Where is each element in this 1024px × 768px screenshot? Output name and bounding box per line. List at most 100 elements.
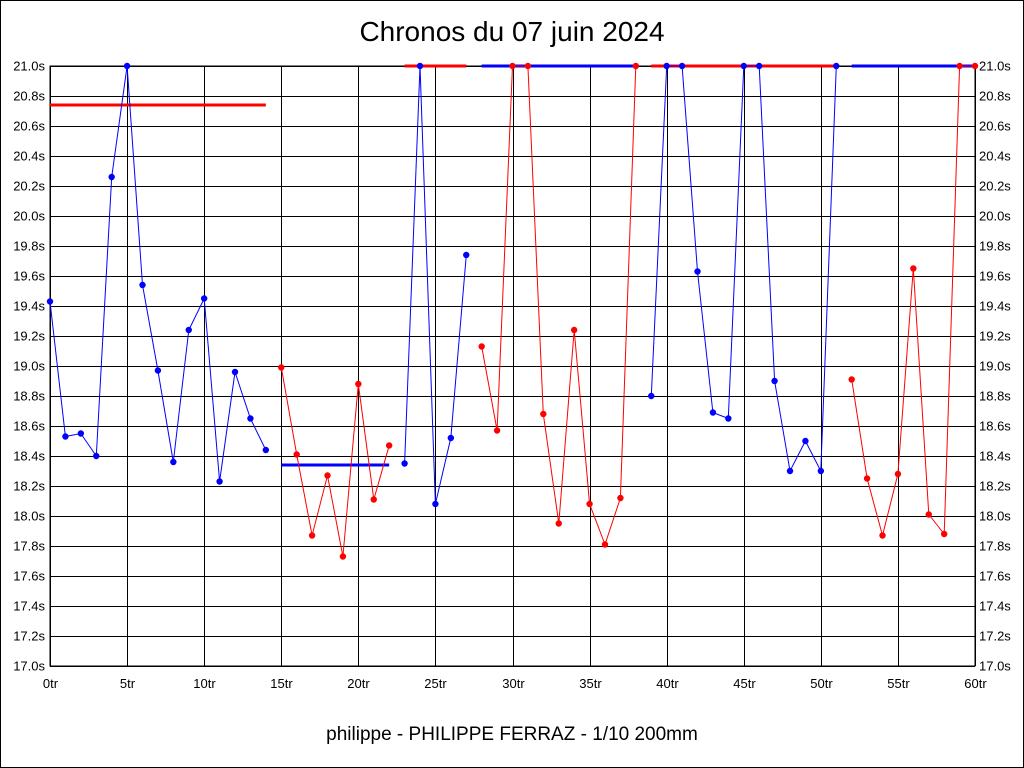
y-tick-label-left: 18.0s (13, 509, 45, 524)
x-tick-label: 45tr (733, 676, 756, 691)
data-point (709, 409, 717, 416)
data-point (740, 62, 747, 70)
y-tick-label-right: 20.4s (979, 149, 1011, 164)
y-tick-label-right: 17.8s (979, 539, 1011, 554)
y-tick-label-right: 17.6s (979, 569, 1011, 584)
series-line-stint-4 (481, 65, 637, 546)
series (46, 62, 979, 560)
series-line-stint-2 (280, 367, 390, 557)
data-point (694, 268, 701, 275)
data-point (478, 343, 485, 350)
chart-subtitle: philippe - PHILIPPE FERRAZ - 1/10 200mm (326, 724, 698, 745)
axes: 17.0s 17.0s 17.2s 17.2s 17.4s 17.4s 17.6s 17.6s… (13, 59, 1011, 692)
y-tick-label-left: 20.2s (13, 179, 45, 194)
y-tick-label-right: 18.0s (979, 509, 1011, 524)
data-point (62, 433, 69, 440)
data-point (401, 460, 408, 467)
data-point (786, 467, 794, 475)
grid (50, 66, 976, 667)
y-tick-label-right: 17.4s (979, 599, 1011, 614)
x-tick-label: 10tr (193, 676, 216, 691)
y-tick-label-left: 18.4s (13, 449, 45, 464)
y-tick-label-right: 19.6s (979, 269, 1011, 284)
y-tick-label-right: 18.6s (979, 419, 1011, 434)
data-point (524, 62, 532, 70)
data-point (601, 541, 609, 548)
data-point (355, 380, 362, 388)
y-tick-label-right: 19.8s (979, 239, 1011, 254)
data-point (848, 376, 855, 383)
y-tick-label-left: 17.0s (13, 659, 45, 674)
x-tick-label: 35tr (579, 676, 602, 691)
data-point (123, 62, 131, 70)
data-point (555, 520, 562, 527)
data-point (755, 62, 763, 70)
data-point (308, 532, 316, 539)
reference-lines (50, 64, 975, 467)
data-point (540, 410, 547, 418)
data-point (771, 377, 778, 385)
data-point (493, 427, 501, 434)
x-tick-label: 20tr (347, 676, 370, 691)
y-tick-label-left: 20.0s (13, 209, 45, 224)
y-tick-label-left: 21.0s (13, 59, 45, 74)
data-point (802, 437, 809, 445)
data-point (940, 530, 948, 538)
series-line-stint-1 (49, 65, 267, 482)
data-point (278, 364, 285, 371)
data-point (93, 452, 100, 460)
y-tick-label-right: 18.8s (979, 389, 1011, 404)
y-tick-label-left: 17.6s (13, 569, 45, 584)
y-tick-label-left: 19.0s (13, 359, 45, 374)
y-tick-label-left: 17.8s (13, 539, 45, 554)
x-tick-label: 60tr (964, 676, 987, 691)
y-tick-label-right: 20.8s (979, 89, 1011, 104)
data-point (231, 368, 239, 376)
data-point (725, 415, 732, 422)
data-point (432, 500, 439, 508)
y-tick-label-left: 18.6s (13, 419, 45, 434)
data-point (648, 392, 655, 400)
data-point (139, 281, 146, 289)
data-point (46, 298, 54, 305)
y-tick-label-left: 20.6s (13, 119, 45, 134)
y-tick-label-right: 20.2s (979, 179, 1011, 194)
y-tick-label-right: 17.2s (979, 629, 1011, 644)
data-point (216, 478, 223, 485)
data-point (663, 62, 670, 70)
data-point (863, 475, 871, 482)
data-point (956, 62, 963, 70)
data-point (678, 62, 686, 70)
y-tick-label-right: 19.0s (979, 359, 1011, 374)
x-tick-label: 30tr (502, 676, 525, 691)
x-tick-label: 40tr (656, 676, 679, 691)
y-tick-label-left: 20.8s (13, 89, 45, 104)
y-tick-label-left: 19.8s (13, 239, 45, 254)
y-tick-label-right: 20.0s (979, 209, 1011, 224)
data-point (339, 553, 347, 560)
data-point (971, 62, 979, 70)
data-point (247, 415, 254, 422)
y-tick-label-left: 18.8s (13, 389, 45, 404)
data-point (586, 500, 593, 508)
data-point (833, 62, 840, 70)
y-tick-label-right: 18.2s (979, 479, 1011, 494)
x-tick-label: 15tr (270, 676, 293, 691)
data-point (293, 451, 300, 458)
y-tick-label-left: 18.2s (13, 479, 45, 494)
data-point (416, 62, 424, 70)
data-point (894, 470, 902, 478)
data-point (154, 367, 162, 374)
y-tick-label-right: 17.0s (979, 659, 1011, 674)
data-point (108, 173, 115, 181)
x-tick-label: 50tr (810, 676, 833, 691)
x-tick-label: 25tr (424, 676, 447, 691)
data-point (200, 295, 208, 302)
chart-title: Chronos du 07 juin 2024 (359, 16, 665, 47)
data-point (910, 265, 917, 272)
y-tick-label-left: 19.2s (13, 329, 45, 344)
series-line-stint-6 (851, 65, 975, 538)
data-point (509, 62, 516, 70)
y-tick-label-left: 19.4s (13, 299, 45, 314)
